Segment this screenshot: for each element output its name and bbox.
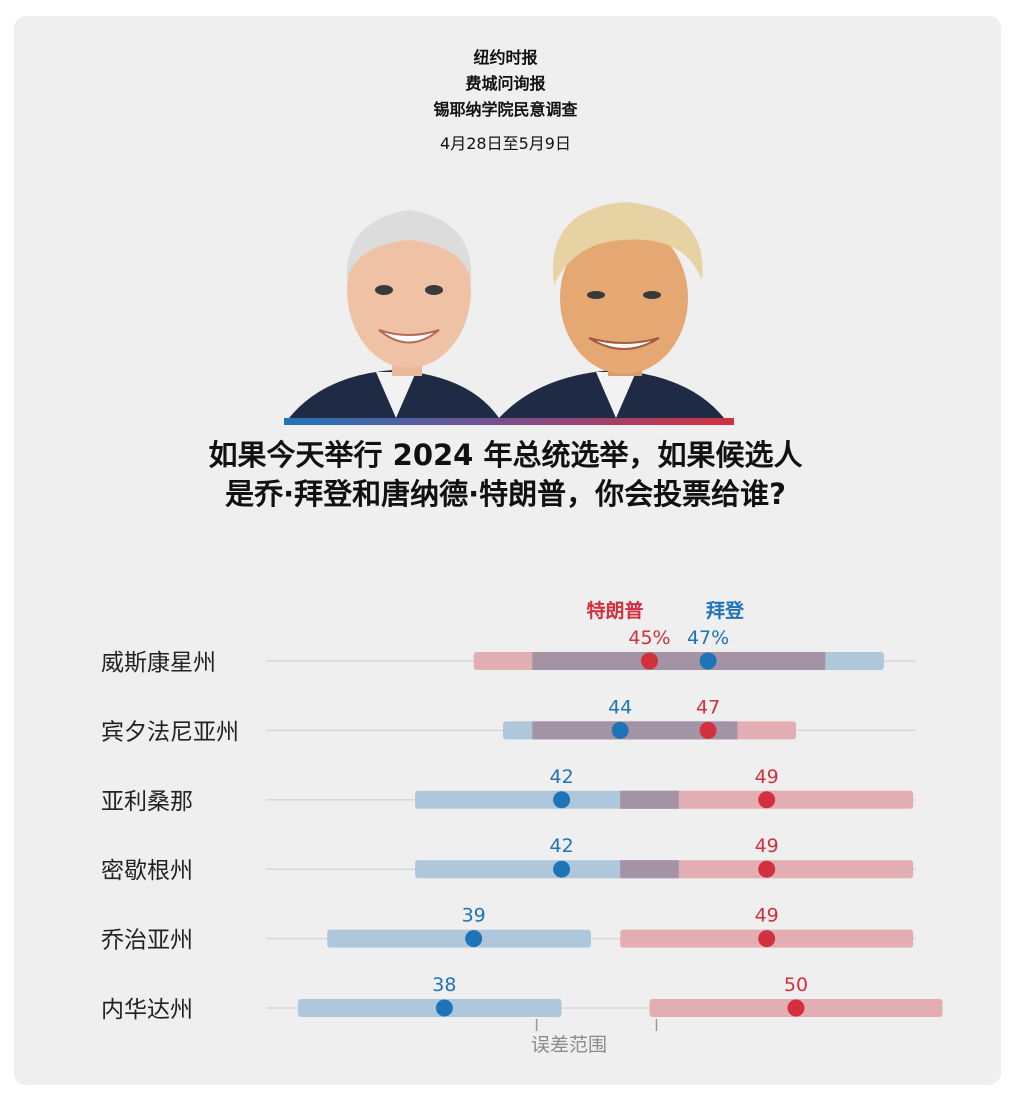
biden-value-label: 42 [550,766,574,788]
biden-dot [435,999,453,1017]
trump-value-label: 49 [755,835,779,857]
legend-label-0: 特朗普 [586,599,643,622]
source-inquirer: 费城问询报 [465,74,546,93]
state-row: 内华达州 50 38 [101,974,943,1023]
biden-value-label: 38 [432,974,456,996]
candidates-photo [284,202,734,425]
biden-value-label: 42 [550,835,574,857]
biden-dot [465,930,483,948]
state-row: 密歇根州 49 42 [101,835,916,884]
question-line-1: 如果今天举行 2024 年总统选举，如果候选人 [208,438,803,472]
trump-value-label: 47 [696,696,720,718]
legend-label-1: 拜登 [706,599,745,622]
overlap-bar [620,860,679,879]
biden-margin-bar [415,860,679,879]
biden-margin-bar [297,999,562,1017]
trump-value-label: 50 [784,974,808,996]
margin-of-error-label: 误差范围 [531,1034,607,1056]
overlap-bar [532,721,738,740]
state-label: 亚利桑那 [101,789,193,815]
state-row: 威斯康星州 45% 47% [101,627,916,676]
biden-value-label: 39 [462,905,486,927]
trump-dot [641,652,658,670]
state-row: 宾夕法尼亚州 47 44 [101,696,916,745]
biden-dot [553,860,571,878]
trump-dot [758,860,776,878]
biden-value-label: 44 [608,696,632,718]
trump-dot [787,999,805,1017]
overlap-bar [620,790,679,809]
state-label: 密歇根州 [101,858,193,884]
state-label: 内华达州 [101,997,193,1023]
biden-portrait [289,210,499,418]
biden-dot [611,721,629,739]
biden-dot [553,791,571,809]
source-nyt: 纽约时报 [473,48,538,67]
state-row: 乔治亚州 49 39 [101,905,916,954]
trump-dot [758,930,776,948]
biden-margin-bar [415,790,679,809]
trump-dot [758,791,776,809]
poll-dates: 4月28日至5月9日 [440,134,571,153]
question-line-2: 是乔·拜登和唐纳德·特朗普，你会投票给谁? [225,477,786,511]
trump-dot [699,721,717,739]
question-title: 如果今天举行 2024 年总统选举，如果候选人 是乔·拜登和唐纳德·特朗普，你会… [0,436,1011,514]
source-siena: 锡耶纳学院民意调查 [433,100,578,119]
overlap-bar [532,652,826,670]
biden-dot [699,652,717,670]
trump-value-label: 49 [755,905,779,927]
biden-margin-bar [327,929,591,948]
state-label: 威斯康星州 [101,650,216,676]
state-label: 乔治亚州 [101,928,193,954]
biden-value-label: 47% [687,627,729,649]
state-label: 宾夕法尼亚州 [101,719,239,745]
trump-value-label: 45% [628,627,670,649]
chart-card [14,16,1001,1085]
state-row: 亚利桑那 49 42 [101,766,916,815]
trump-portrait [499,202,724,418]
color-ribbon [284,418,734,425]
trump-value-label: 49 [755,766,779,788]
